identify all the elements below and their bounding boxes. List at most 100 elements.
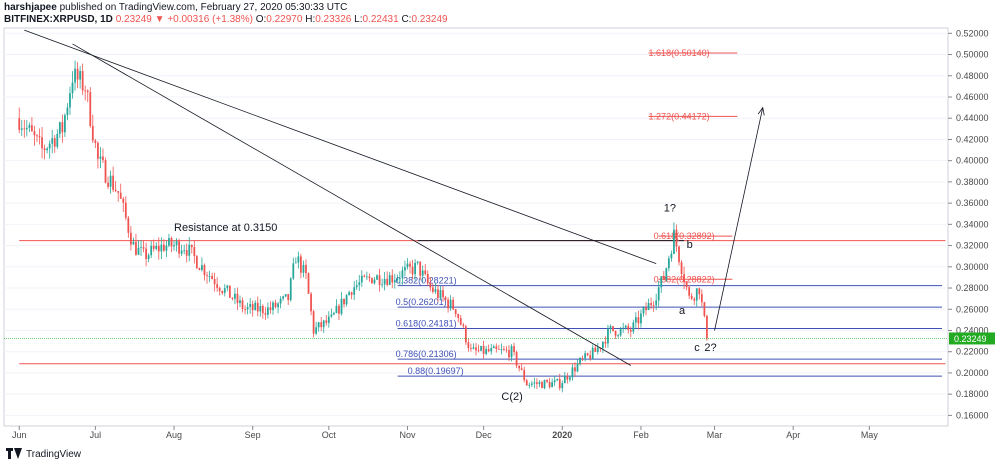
candle[interactable] [365,271,368,281]
candle[interactable] [551,378,554,388]
candle[interactable] [124,196,127,221]
candle[interactable] [482,340,485,360]
candle[interactable] [667,255,670,272]
candle[interactable] [688,285,691,299]
projection-arrow-line[interactable] [714,107,764,331]
candle[interactable] [223,284,226,297]
candle[interactable] [114,180,117,193]
candle[interactable] [211,272,213,280]
candle[interactable] [444,296,447,302]
candle[interactable] [183,244,186,255]
candle[interactable] [411,259,414,280]
candle[interactable] [634,312,637,329]
candle[interactable] [673,222,675,255]
candle[interactable] [622,322,625,333]
candle[interactable] [162,239,165,252]
candle[interactable] [259,299,262,317]
candle[interactable] [459,314,462,326]
candle[interactable] [213,272,216,292]
candle[interactable] [66,103,69,121]
candle[interactable] [536,378,538,389]
candle[interactable] [277,301,279,314]
candle[interactable] [46,146,49,154]
symbol-name[interactable]: BITFINEX:XRPUSD, 1D [4,14,113,25]
candle[interactable] [251,300,254,317]
candle[interactable] [404,260,406,277]
candle[interactable] [203,263,206,281]
candle[interactable] [528,382,531,389]
candle[interactable] [619,326,622,337]
candle[interactable] [467,338,470,352]
candle[interactable] [558,373,561,391]
candle[interactable] [513,342,515,356]
candle[interactable] [249,298,252,314]
candle[interactable] [353,281,356,301]
time-axis[interactable]: Jun Jul Aug Sep Oct Nov Dec 2020 Feb Mar Apr May [12,426,878,440]
candle[interactable] [81,63,84,95]
candle[interactable] [675,224,678,252]
candle[interactable] [589,350,592,361]
candle[interactable] [348,290,351,296]
candle[interactable] [548,378,551,389]
candle[interactable] [69,86,71,115]
candle[interactable] [475,343,477,356]
candle[interactable] [437,284,439,302]
candle[interactable] [426,270,429,286]
candle[interactable] [424,264,427,276]
candle[interactable] [640,309,642,328]
candle[interactable] [683,266,685,289]
candle[interactable] [609,324,612,334]
candle[interactable] [234,288,236,305]
candle[interactable] [33,125,36,146]
candle[interactable] [155,242,158,251]
brand-name[interactable]: TradingView [26,448,82,460]
candle[interactable] [185,243,188,263]
candle[interactable] [157,237,160,260]
candle[interactable] [492,344,495,349]
candle[interactable] [345,294,348,307]
candle[interactable] [500,343,503,355]
candle[interactable] [457,313,460,323]
candle[interactable] [305,259,307,279]
candle[interactable] [175,238,178,252]
candle[interactable] [129,226,132,251]
candle[interactable] [145,242,147,267]
candle[interactable] [173,240,175,251]
candle[interactable] [168,233,170,248]
candle[interactable] [287,294,290,306]
candle[interactable] [61,114,64,143]
candle[interactable] [86,89,89,103]
candle[interactable] [533,377,536,389]
candle[interactable] [170,236,173,253]
candle[interactable] [700,289,703,307]
candle[interactable] [670,250,673,262]
candle[interactable] [393,273,396,289]
candle[interactable] [51,130,54,154]
candle[interactable] [241,297,244,313]
candle[interactable] [434,283,437,295]
candle[interactable] [383,271,386,291]
candle[interactable] [406,258,409,270]
candle[interactable] [272,300,274,315]
candle[interactable] [662,271,665,281]
candle[interactable] [429,277,432,292]
candle[interactable] [58,121,61,139]
candle[interactable] [487,344,490,353]
candle[interactable] [505,346,508,353]
candle[interactable] [695,288,698,308]
candle[interactable] [703,301,706,318]
candle[interactable] [665,267,668,282]
publisher-name[interactable]: harshjapee [4,2,57,13]
candle[interactable] [419,261,422,281]
candle[interactable] [216,277,219,292]
candle[interactable] [135,234,137,256]
candle[interactable] [401,266,404,285]
candle[interactable] [71,71,74,99]
candle[interactable] [261,304,264,319]
candle[interactable] [355,279,358,291]
candle[interactable] [317,321,320,332]
candle[interactable] [563,371,566,384]
candle[interactable] [431,283,434,294]
candle[interactable] [325,314,328,326]
